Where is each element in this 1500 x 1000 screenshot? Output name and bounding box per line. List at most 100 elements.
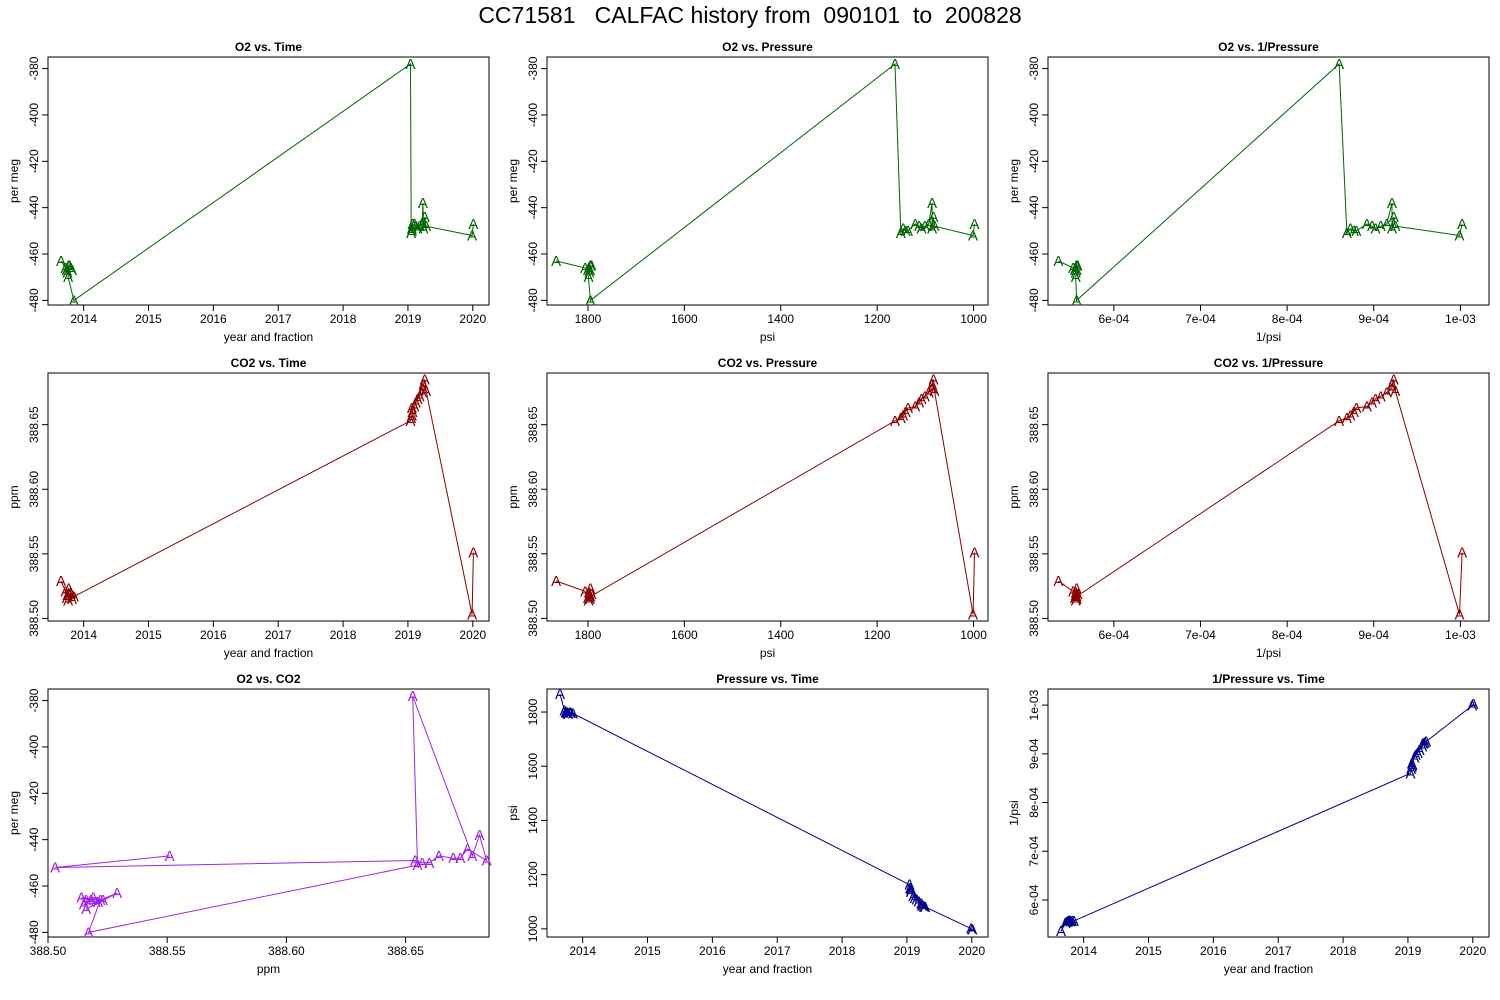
data-point: A — [561, 704, 571, 721]
x-tick-label: 1200 — [864, 628, 891, 642]
data-point: A — [1072, 262, 1082, 279]
y-tick-label: -420 — [27, 149, 41, 173]
data-point: A — [1351, 223, 1361, 240]
data-point: A — [927, 221, 937, 238]
data-point: A — [412, 857, 422, 874]
x-tick-label: 2017 — [265, 312, 292, 326]
data-point: A — [112, 885, 122, 902]
data-point: A — [1418, 736, 1428, 753]
data-point: A — [467, 227, 477, 244]
x-tick-label: 2016 — [200, 312, 227, 326]
data-point: A — [1063, 913, 1073, 930]
data-point: A — [411, 395, 421, 412]
y-tick-label: -420 — [27, 781, 41, 805]
chart-inv-pressure-vs-time: 1/Pressure vs. Time 2014 2015 2016 2017 2018 2… — [1007, 672, 1490, 976]
data-point: A — [418, 377, 428, 394]
y-axis-label: psi — [506, 805, 520, 820]
x-axis-label: psi — [760, 646, 775, 660]
data-point: A — [95, 892, 105, 909]
y-tick-label: 388.50 — [27, 600, 41, 637]
chart-title: CO2 vs. 1/Pressure — [1214, 356, 1324, 370]
x-tick-label: 7e-04 — [1185, 312, 1216, 326]
data-point: A — [69, 292, 79, 309]
data-point: A — [585, 588, 595, 605]
data-point: A — [1071, 585, 1081, 602]
data-point: A — [62, 265, 72, 282]
y-axis-label: per meg — [7, 791, 21, 835]
y-tick-label: 8e-04 — [1027, 787, 1041, 818]
data-point: A — [420, 209, 430, 226]
data-point: A — [482, 853, 492, 870]
y-tick-label: 1800 — [526, 698, 540, 725]
data-point: A — [890, 413, 900, 430]
x-axis-label: year and fraction — [1224, 962, 1313, 976]
data-point: A — [1362, 399, 1372, 416]
data-point: A — [61, 260, 71, 277]
data-point: A — [1072, 591, 1082, 608]
y-tick-label: 388.60 — [526, 471, 540, 508]
y-tick-label: -460 — [526, 242, 540, 266]
data-point: A — [585, 262, 595, 279]
data-point: A — [1071, 260, 1081, 277]
data-point: A — [1067, 913, 1077, 930]
series-line — [1060, 703, 1474, 932]
plot-frame — [1047, 56, 1490, 306]
x-tick-label: 6e-04 — [1098, 628, 1129, 642]
chart-o2-vs-co2: O2 vs. CO2 388.50 388.55 388.60 388.65 -380 -4… — [7, 672, 492, 976]
data-point: A — [415, 218, 425, 235]
data-point: A — [467, 848, 477, 865]
data-point: A — [1418, 736, 1428, 753]
data-point: A — [1070, 590, 1080, 607]
data-point: A — [924, 384, 934, 401]
y-tick-label: -380 — [27, 688, 41, 712]
y-tick-label: 388.60 — [1027, 471, 1041, 508]
data-point: A — [1349, 223, 1359, 240]
data-point: A — [1387, 195, 1397, 212]
data-point: A — [585, 258, 595, 275]
data-point: A — [1068, 260, 1078, 277]
x-tick-label: 2015 — [135, 312, 162, 326]
data-point: A — [563, 705, 573, 722]
data-point: A — [586, 258, 596, 275]
series-line — [55, 695, 488, 934]
y-axis-label: 1/psi — [1007, 800, 1021, 825]
data-point: A — [910, 216, 920, 233]
x-tick-label: 2020 — [958, 944, 985, 958]
data-point: A — [91, 894, 101, 911]
data-point: A — [1376, 218, 1386, 235]
data-point: A — [421, 218, 431, 235]
x-tick-label: 2015 — [634, 944, 661, 958]
data-point: A — [917, 898, 927, 915]
data-point: A — [920, 388, 930, 405]
data-point: A — [407, 221, 417, 238]
x-axis-label: year and fraction — [224, 646, 313, 660]
data-point: A — [1072, 258, 1082, 275]
y-tick-label: 388.55 — [27, 535, 41, 572]
y-tick-label: -480 — [1027, 288, 1041, 312]
chart-co2-vs-pressure: CO2 vs. Pressure 1800 1600 1400 1200 1000 388.… — [506, 356, 989, 660]
x-tick-label: 2014 — [569, 944, 596, 958]
x-tick-label: 1800 — [575, 628, 602, 642]
data-point: A — [1389, 371, 1399, 388]
data-point: A — [63, 592, 73, 609]
data-point: A — [1068, 583, 1078, 600]
data-point: A — [1062, 913, 1072, 930]
chart-title: O2 vs. Pressure — [722, 40, 813, 54]
x-axis-label: ppm — [257, 962, 280, 976]
chart-o2-vs-pressure: O2 vs. Pressure 1800 1600 1400 1200 1000 -380 -… — [506, 40, 989, 344]
data-point: A — [407, 223, 417, 240]
data-point: A — [415, 388, 425, 405]
data-point: A — [417, 216, 427, 233]
data-point: A — [62, 262, 72, 279]
data-point: A — [418, 221, 428, 238]
data-point: A — [903, 223, 913, 240]
data-point: A — [1069, 913, 1079, 930]
data-point: A — [585, 292, 595, 309]
data-point: A — [583, 269, 593, 286]
data-point: A — [67, 262, 77, 279]
data-point: A — [413, 221, 423, 238]
data-point: A — [1411, 747, 1421, 764]
data-point: A — [418, 195, 428, 212]
y-tick-label: -460 — [1027, 242, 1041, 266]
